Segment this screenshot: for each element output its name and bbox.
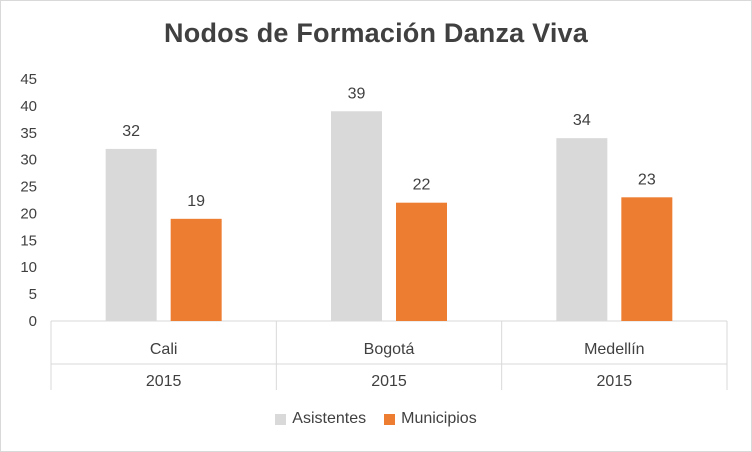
- y-tick-label: 45: [20, 71, 37, 88]
- data-label: 19: [187, 193, 205, 210]
- y-tick-label: 20: [20, 205, 37, 222]
- x-group-label: 2015: [146, 373, 182, 390]
- legend-label-asistentes: Asistentes: [292, 410, 367, 427]
- legend-swatch-municipios: [384, 413, 396, 425]
- y-tick-label: 25: [20, 179, 37, 196]
- data-label: 23: [638, 171, 656, 188]
- bar-asistentes-medellín: [556, 138, 608, 321]
- data-label: 32: [122, 123, 140, 140]
- data-label: 34: [573, 112, 591, 129]
- legend: Asistentes Municipios: [0, 410, 752, 428]
- x-group-label: 2015: [371, 373, 407, 390]
- bar-municipios-medellín: [621, 197, 673, 321]
- y-tick-label: 0: [29, 313, 37, 330]
- legend-swatch-asistentes: [275, 413, 287, 425]
- legend-item-asistentes: Asistentes: [275, 410, 366, 428]
- chart-title: Nodos de Formación Danza Viva: [164, 18, 588, 48]
- bar-asistentes-bogotá: [331, 111, 382, 322]
- legend-item-municipios: Municipios: [384, 410, 477, 428]
- bar-asistentes-cali: [105, 148, 157, 321]
- y-tick-label: 30: [20, 152, 37, 169]
- y-tick-label: 10: [20, 259, 37, 276]
- y-tick-label: 40: [20, 98, 37, 115]
- y-tick-label: 15: [20, 232, 37, 249]
- y-tick-label: 5: [29, 286, 37, 303]
- x-tick-label: Bogotá: [364, 341, 415, 358]
- legend-label-municipios: Municipios: [401, 410, 477, 427]
- y-tick-label: 35: [20, 125, 37, 142]
- data-label: 22: [413, 177, 431, 194]
- bar-municipios-cali: [170, 218, 222, 321]
- bar-municipios-bogotá: [396, 202, 447, 321]
- x-tick-label: Medellín: [584, 341, 644, 358]
- data-label: 39: [348, 85, 366, 102]
- x-tick-label: Cali: [150, 341, 178, 358]
- x-group-label: 2015: [597, 373, 633, 390]
